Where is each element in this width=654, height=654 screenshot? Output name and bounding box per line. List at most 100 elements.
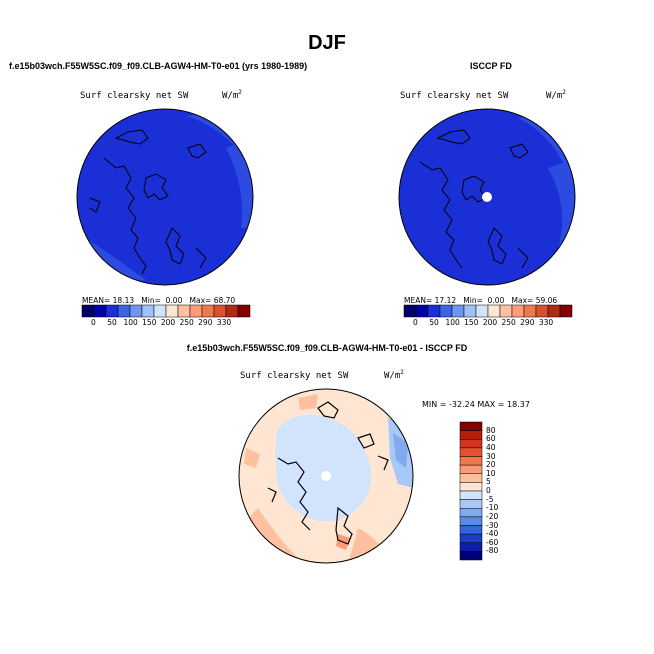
diff-colorbar-tick-label: 20 bbox=[486, 460, 496, 470]
obs-colorbar-tick-label: 330 bbox=[538, 318, 554, 327]
model-colorbar-tick-label: 200 bbox=[160, 318, 176, 327]
diff-colorbar-tick-label: 0 bbox=[486, 486, 491, 495]
diff-colorbar-tick-label: -40 bbox=[486, 529, 499, 539]
model-colorbar-tick-label: 50 bbox=[107, 318, 117, 327]
diff-map-salmon-region bbox=[298, 394, 318, 410]
obs-colorbar-swatch bbox=[403, 304, 417, 318]
model-coastlines bbox=[89, 129, 207, 275]
diff-colorbar-swatch bbox=[459, 439, 483, 449]
model-colorbar-swatch bbox=[105, 304, 119, 318]
obs-colorbar-swatch bbox=[415, 304, 429, 318]
diff-colorbar-tick-label: -60 bbox=[486, 537, 499, 547]
diff-map-blue-region bbox=[275, 414, 372, 522]
obs-stats: MEAN= 17.12 Min= 0.00 Max= 59.06 bbox=[404, 296, 558, 305]
obs-colorbar-tick-label: 200 bbox=[482, 318, 498, 327]
obs-colorbar-swatch bbox=[511, 304, 525, 318]
obs-colorbar-ticks: 0 50 100 150 200 250 290 330 bbox=[404, 318, 572, 328]
diff-colorbar-swatch bbox=[459, 490, 483, 500]
model-colorbar-swatch bbox=[129, 304, 143, 318]
model-colorbar-tick-label: 0 bbox=[90, 318, 96, 327]
obs-colorbar-swatch bbox=[427, 304, 441, 318]
model-variable-label: Surf clearsky net SW bbox=[80, 91, 189, 101]
obs-pole-hole bbox=[482, 192, 492, 202]
model-colorbar-swatch bbox=[141, 304, 155, 318]
obs-colorbar bbox=[403, 304, 573, 318]
model-colorbar-swatch bbox=[81, 304, 95, 318]
diff-colorbar-tick-label: 30 bbox=[486, 451, 496, 461]
diff-units-label: W/m2 bbox=[384, 369, 404, 381]
model-colorbar-tick-label: 330 bbox=[216, 318, 232, 327]
diff-colorbar-swatch bbox=[459, 447, 483, 457]
diff-colorbar-swatch bbox=[459, 533, 483, 543]
diff-colorbar-swatch bbox=[459, 430, 483, 440]
obs-coastlines bbox=[419, 129, 529, 269]
diff-colorbar-swatch bbox=[459, 473, 483, 483]
obs-colorbar-swatch bbox=[535, 304, 549, 318]
obs-colorbar-swatch bbox=[439, 304, 453, 318]
obs-colorbar-tick-label: 50 bbox=[429, 318, 439, 327]
model-colorbar-swatch bbox=[225, 304, 239, 318]
model-colorbar-ticks: 0 50 100 150 200 250 290 330 bbox=[82, 318, 250, 328]
obs-colorbar-swatch bbox=[499, 304, 513, 318]
diff-colorbar-tick-label: 5 bbox=[486, 477, 491, 487]
model-colorbar-swatch bbox=[237, 304, 251, 318]
diff-colorbar-tick-label: -10 bbox=[486, 503, 499, 513]
model-colorbar-tick-label: 250 bbox=[179, 318, 194, 327]
diff-panel-caption: f.e15b03wch.F55W5SC.f09_f09.CLB-AGW4-HM-… bbox=[186, 343, 468, 353]
obs-colorbar-tick-label: 290 bbox=[520, 318, 535, 327]
model-units-label: W/m2 bbox=[222, 89, 242, 101]
diff-polar-map bbox=[238, 388, 414, 564]
model-colorbar-swatch bbox=[177, 304, 191, 318]
diff-colorbar-tick-label: -5 bbox=[486, 494, 494, 504]
diff-colorbar-tick-label: 60 bbox=[486, 434, 496, 444]
diff-stats: MIN = -32.24 MAX = 18.37 bbox=[422, 400, 530, 409]
diff-colorbar-tick-label: -20 bbox=[486, 511, 499, 521]
diff-pole-hole bbox=[321, 471, 331, 481]
obs-colorbar-swatch bbox=[451, 304, 465, 318]
model-colorbar-swatch bbox=[165, 304, 179, 318]
model-colorbar-tick-label: 150 bbox=[142, 318, 157, 327]
diff-variable-label: Surf clearsky net SW bbox=[240, 371, 349, 381]
diff-coastlines bbox=[267, 401, 389, 545]
diff-colorbar bbox=[459, 421, 483, 561]
diff-colorbar-ticks: 80 60 40 30 20 10 5 0 -5 -10 -20 -30 -40 -60 -80 bbox=[486, 422, 526, 560]
obs-colorbar-swatch bbox=[463, 304, 477, 318]
diff-colorbar-tick-label: 80 bbox=[486, 425, 496, 435]
diff-colorbar-swatch bbox=[459, 551, 483, 561]
obs-colorbar-swatch bbox=[559, 304, 573, 318]
left-panel-caption: f.e15b03wch.F55W5SC.f09_f09.CLB-AGW4-HM-… bbox=[9, 61, 308, 71]
obs-units-label: W/m2 bbox=[546, 89, 566, 101]
model-colorbar-swatch bbox=[213, 304, 227, 318]
diff-colorbar-swatch bbox=[459, 482, 483, 492]
diff-map-salmon-region bbox=[244, 448, 260, 468]
model-colorbar-tick-label: 100 bbox=[123, 318, 138, 327]
model-colorbar-swatch bbox=[153, 304, 167, 318]
obs-colorbar-swatch bbox=[487, 304, 501, 318]
diff-colorbar-tick-label: -30 bbox=[486, 520, 499, 530]
diff-colorbar-swatch bbox=[459, 525, 483, 535]
diff-colorbar-swatch bbox=[459, 464, 483, 474]
figure-title: DJF bbox=[308, 32, 346, 54]
model-colorbar-swatch bbox=[117, 304, 131, 318]
diff-colorbar-swatch bbox=[459, 516, 483, 526]
diff-colorbar-tick-label: 10 bbox=[486, 468, 496, 478]
obs-variable-label: Surf clearsky net SW bbox=[400, 91, 509, 101]
diff-colorbar-tick-label: -80 bbox=[486, 546, 499, 556]
model-colorbar-swatch bbox=[93, 304, 107, 318]
diff-colorbar-swatch bbox=[459, 456, 483, 466]
obs-colorbar-tick-label: 250 bbox=[501, 318, 516, 327]
obs-colorbar-tick-label: 100 bbox=[445, 318, 460, 327]
diff-colorbar-tick-label: 40 bbox=[486, 442, 496, 452]
diff-map-blue-region bbox=[393, 433, 408, 468]
diff-colorbar-swatch bbox=[459, 499, 483, 509]
diff-colorbar-swatch bbox=[459, 421, 483, 431]
right-panel-caption: ISCCP FD bbox=[470, 61, 512, 71]
model-polar-map bbox=[76, 108, 254, 286]
obs-colorbar-tick-label: 150 bbox=[464, 318, 479, 327]
model-colorbar-swatch bbox=[189, 304, 203, 318]
model-colorbar-tick-label: 290 bbox=[198, 318, 213, 327]
obs-map-shade bbox=[548, 158, 575, 248]
model-colorbar bbox=[81, 304, 251, 318]
obs-colorbar-swatch bbox=[523, 304, 537, 318]
obs-polar-map bbox=[398, 108, 576, 286]
